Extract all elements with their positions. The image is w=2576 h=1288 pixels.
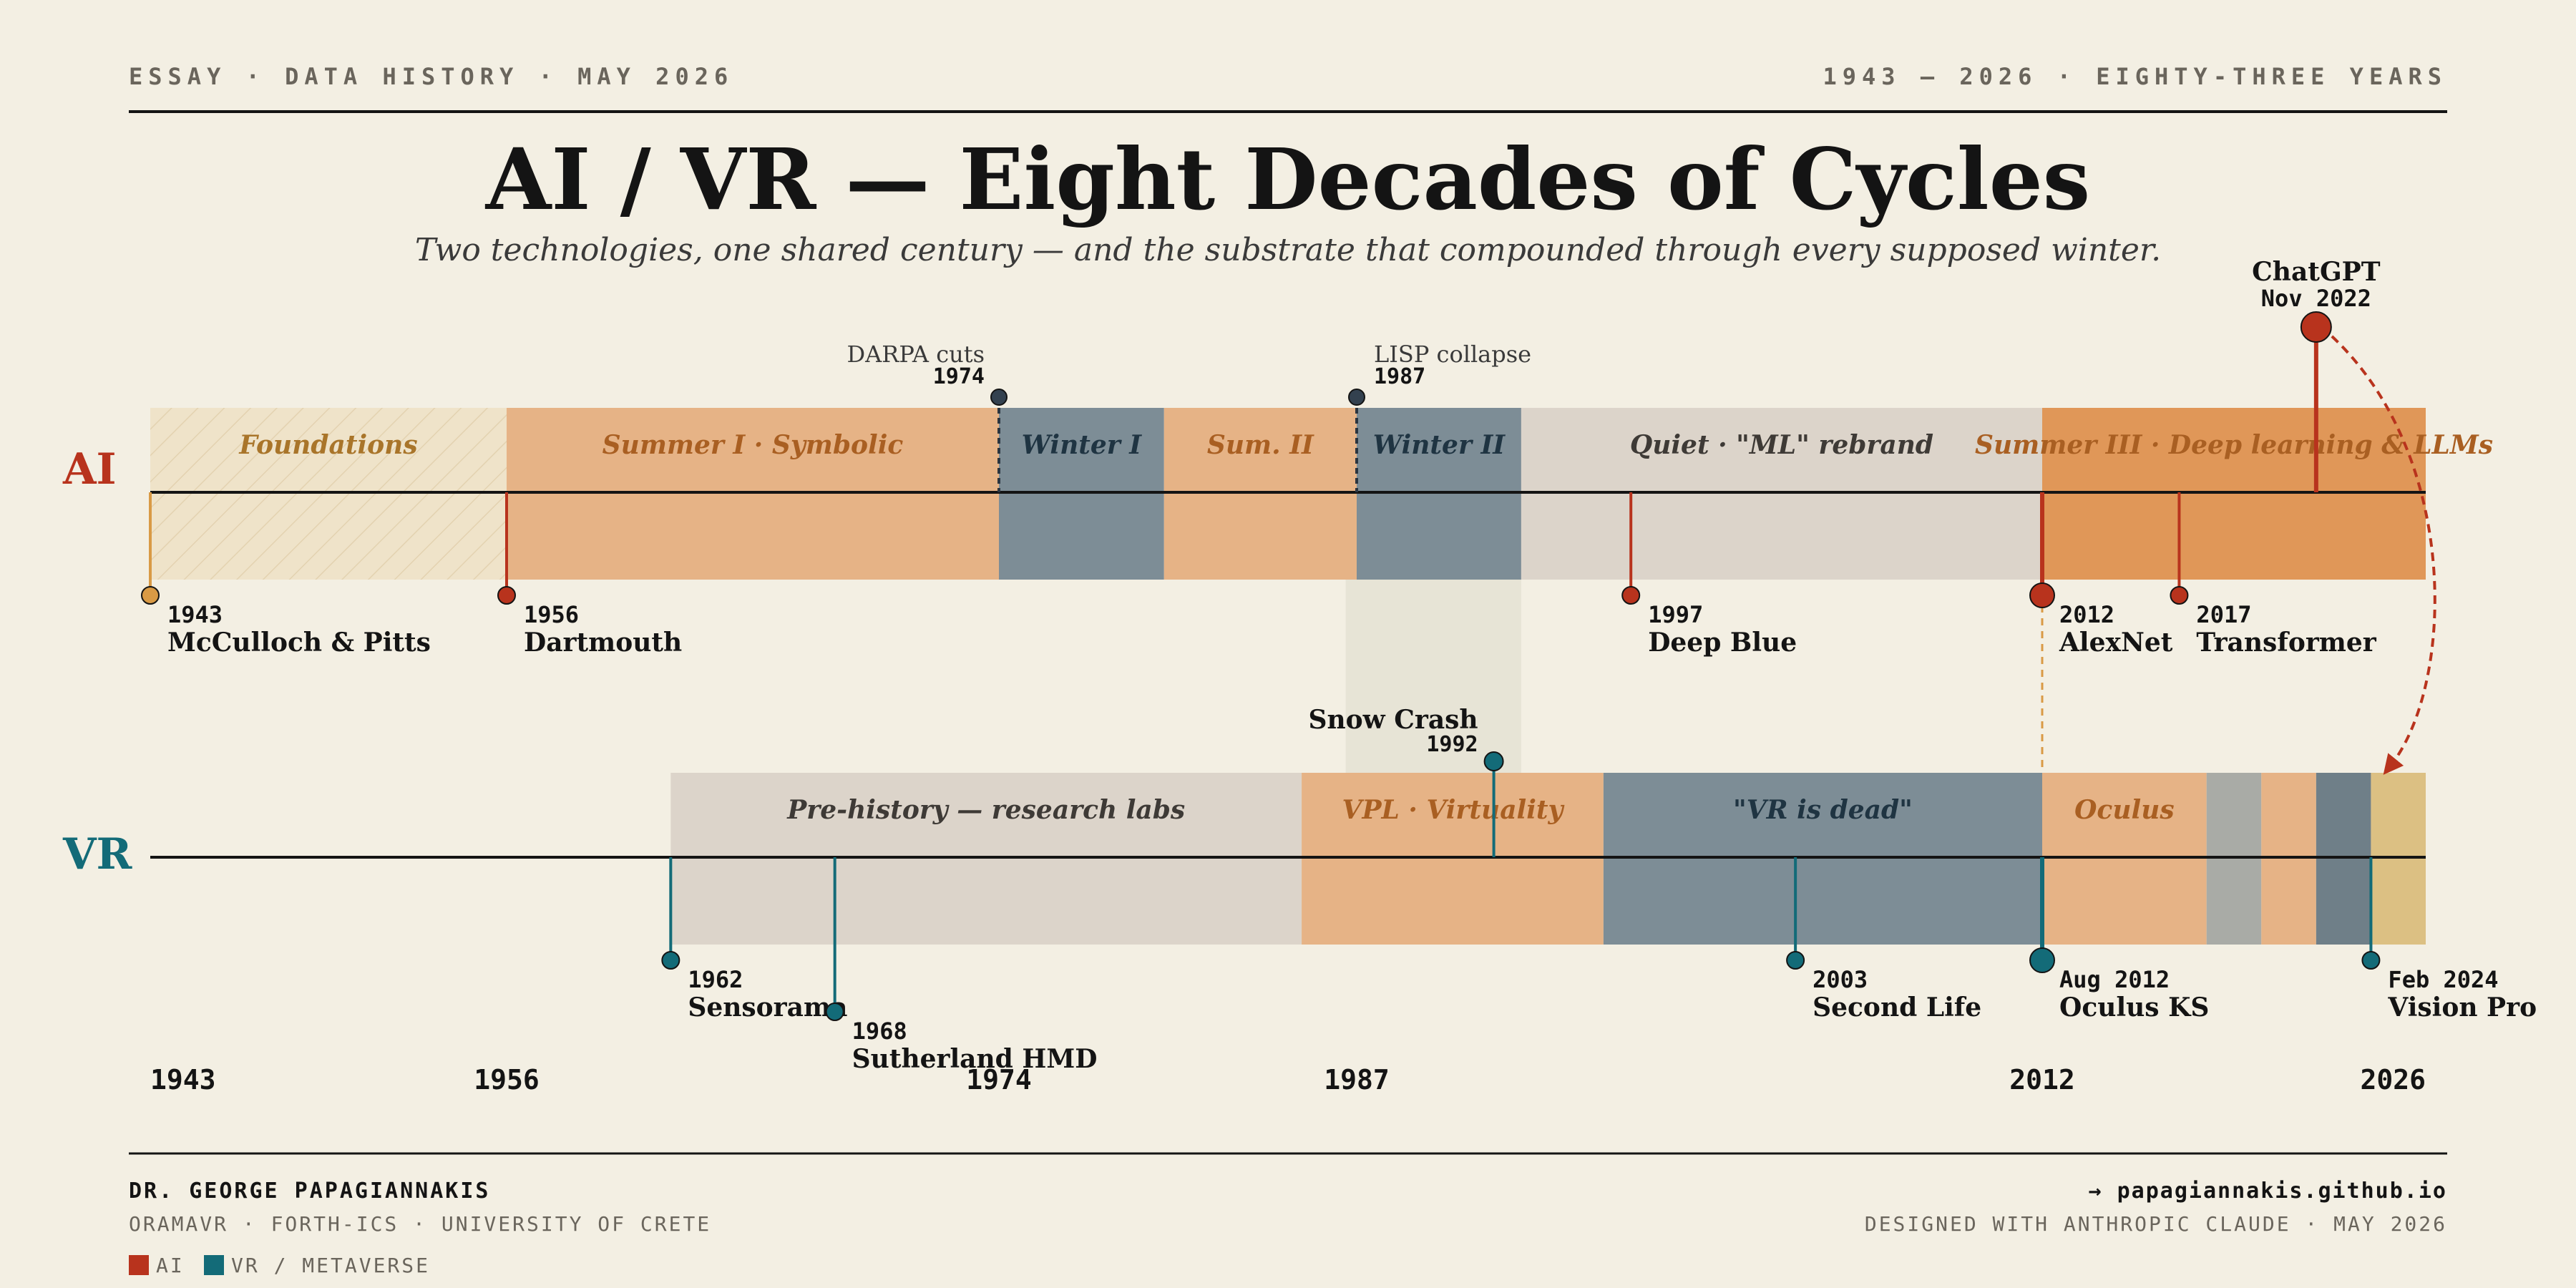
vr-row-label: VR <box>62 829 133 879</box>
ai-phase-label: Winter I <box>1022 430 1143 460</box>
axis-tick-label: 1987 <box>1324 1064 1390 1096</box>
ai-cut-date: 1987 <box>1374 364 1425 389</box>
ai-event-date: 1956 <box>524 601 579 628</box>
ai-event-dot <box>497 586 516 605</box>
ai-cut-label: DARPA cuts <box>847 341 985 368</box>
ai-event-label: McCulloch & Pitts <box>167 628 431 658</box>
vr-event-label: Second Life <box>1813 992 1981 1023</box>
vr-event-date: 1962 <box>688 966 743 993</box>
axis-tick-label: 1956 <box>474 1064 540 1096</box>
vr-event-dot <box>1786 951 1805 970</box>
vr-event-label: Sutherland HMD <box>852 1044 1098 1074</box>
ai-cut-date: 1974 <box>933 364 985 389</box>
ai-cut-dot <box>1348 389 1365 406</box>
ai-phase-label: Summer III · Deep learning & LLMs <box>1975 430 2493 460</box>
ai-cut-label: LISP collapse <box>1374 341 1531 368</box>
header-left: ESSAY · DATA HISTORY · MAY 2026 <box>129 63 733 90</box>
axis-tick-label: 2026 <box>2360 1064 2426 1096</box>
footer-link[interactable]: → papagiannakis.github.io <box>2088 1179 2447 1204</box>
ai-event-date: 1943 <box>167 601 223 628</box>
vr-phase-label: VPL · Virtuality <box>1342 795 1565 825</box>
vr-event-label: Oculus KS <box>2059 992 2209 1023</box>
axis-tick-label: 2012 <box>2009 1064 2075 1096</box>
footer-author: DR. GEORGE PAPAGIANNAKIS <box>129 1179 490 1204</box>
ai-event-label: Transformer <box>2196 628 2376 658</box>
ai-phase-label: Foundations <box>238 430 417 460</box>
ai-phase-label: Sum. II <box>1207 430 1314 460</box>
vr-phase-label: "VR is dead" <box>1733 795 1913 825</box>
vr-event-label: Vision Pro <box>2387 992 2537 1023</box>
chart-layer: Foundations Summer I · Symbolic Winter I Su… <box>62 257 2537 1096</box>
vr-event-dot <box>661 951 680 970</box>
ai-event-date: 2017 <box>2196 601 2251 628</box>
vr-top-event-date: 1992 <box>1426 732 1478 757</box>
page-title: AI / VR — Eight Decades of Cycles <box>485 130 2090 229</box>
ai-cut-dot <box>990 389 1008 406</box>
influence-arrow <box>2331 335 2436 775</box>
footer-affiliation: ORAMAVR · FORTH-ICS · UNIVERSITY OF CRET… <box>129 1212 711 1236</box>
vr-phase-label: Pre-history — research labs <box>786 795 1185 825</box>
vr-event-date: 1968 <box>852 1018 907 1045</box>
vr-event-dot <box>825 1002 844 1021</box>
ai-event-dot <box>2029 582 2055 608</box>
ai-phase-label: Quiet · "ML" rebrand <box>1630 430 1933 460</box>
ai-event-label: Deep Blue <box>1648 628 1797 658</box>
vr-top-event-dot <box>1483 751 1504 771</box>
vr-event-date: Aug 2012 <box>2059 966 2170 993</box>
vr-event-label: Sensorama <box>688 992 847 1023</box>
axis-tick-label: 1974 <box>966 1064 1032 1096</box>
ai-phase-label: Summer I · Symbolic <box>602 430 904 460</box>
legend-swatch-vr <box>204 1255 224 1275</box>
legend: AI VR / METAVERSE <box>129 1254 430 1277</box>
page-subtitle: Two technologies, one shared century — a… <box>415 232 2161 268</box>
ai-event-dot <box>141 586 160 605</box>
legend-label-ai: AI <box>156 1254 185 1277</box>
footer-credit: DESIGNED WITH ANTHROPIC CLAUDE · MAY 202… <box>1865 1212 2447 1236</box>
vr-phase-label: Oculus <box>2074 795 2175 825</box>
vr-event-dot <box>2361 951 2381 970</box>
ai-event-date: 1997 <box>1648 601 1703 628</box>
ai-top-event-dot <box>2300 311 2332 343</box>
ai-event-date: 2012 <box>2059 601 2114 628</box>
vr-top-event-label: Snow Crash <box>1309 705 1478 735</box>
ai-event-label: AlexNet <box>2059 628 2173 658</box>
vr-event-dot <box>2029 947 2055 973</box>
ai-event-dot <box>2170 586 2189 605</box>
ai-phase-label: Winter II <box>1373 430 1506 460</box>
legend-label-vr: VR / METAVERSE <box>231 1254 430 1277</box>
ai-event-dot <box>1621 586 1641 605</box>
axis-tick-label: 1943 <box>150 1064 216 1096</box>
ai-event-label: Dartmouth <box>524 628 682 658</box>
ai-top-event-date: Nov 2022 <box>2261 285 2371 312</box>
vr-event-date: 2003 <box>1813 966 1868 993</box>
vr-event-date: Feb 2024 <box>2388 966 2498 993</box>
ai-top-event-label: ChatGPT <box>2252 257 2381 287</box>
ai-row-label: AI <box>62 444 117 494</box>
legend-swatch-ai <box>129 1255 149 1275</box>
header-right: 1943 — 2026 · EIGHTY-THREE YEARS <box>1823 63 2448 90</box>
